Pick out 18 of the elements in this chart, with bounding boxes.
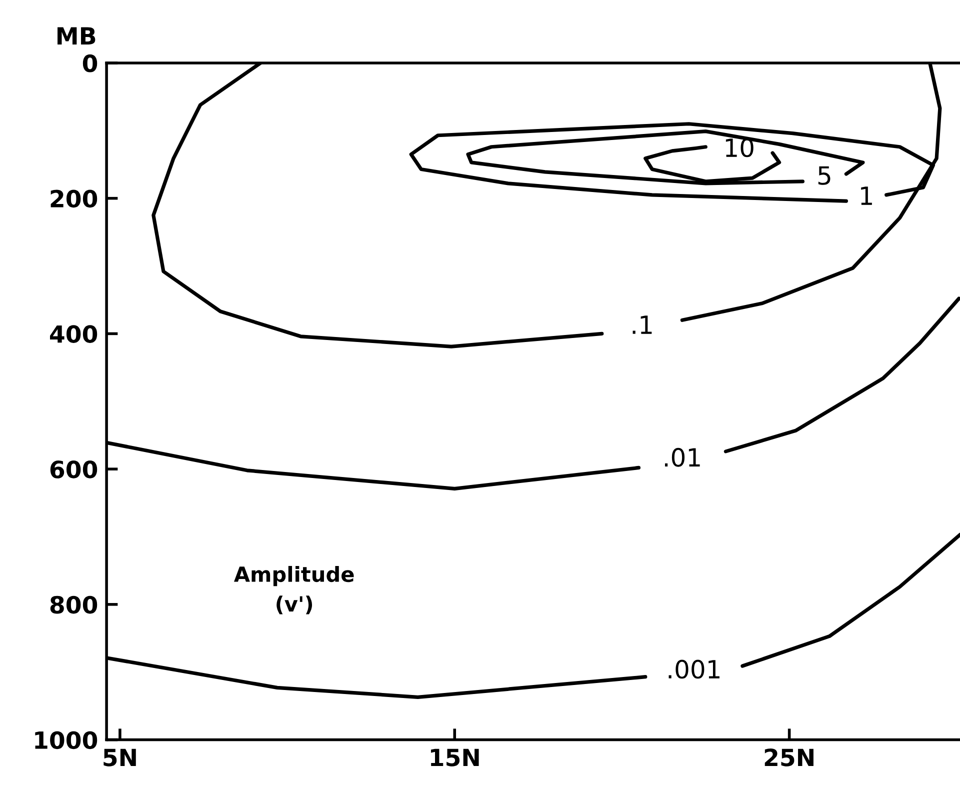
y-tick-label: 0 (82, 54, 98, 72)
y-axis-title: MB (58, 27, 96, 45)
annotation: Amplitude (v') (234, 566, 354, 614)
y-tick-label: 1000 (35, 731, 98, 750)
series-label: 1 (861, 186, 872, 205)
series-label: .01 (665, 448, 700, 467)
x-tick-label: 15N (430, 748, 479, 766)
y-tick-label: 600 (50, 460, 98, 478)
series-label: 5 (818, 166, 830, 185)
x-tick-label: 5N (104, 748, 136, 766)
series-label: .001 (668, 660, 720, 679)
x-tick-label: 25N (764, 748, 814, 766)
y-tick-label: 400 (50, 325, 98, 343)
line-series (466, 130, 865, 186)
y-tick-label: 200 (50, 190, 98, 208)
line-series (409, 122, 936, 203)
y-tick-label: 800 (50, 596, 98, 614)
series-label: .1 (632, 316, 652, 334)
